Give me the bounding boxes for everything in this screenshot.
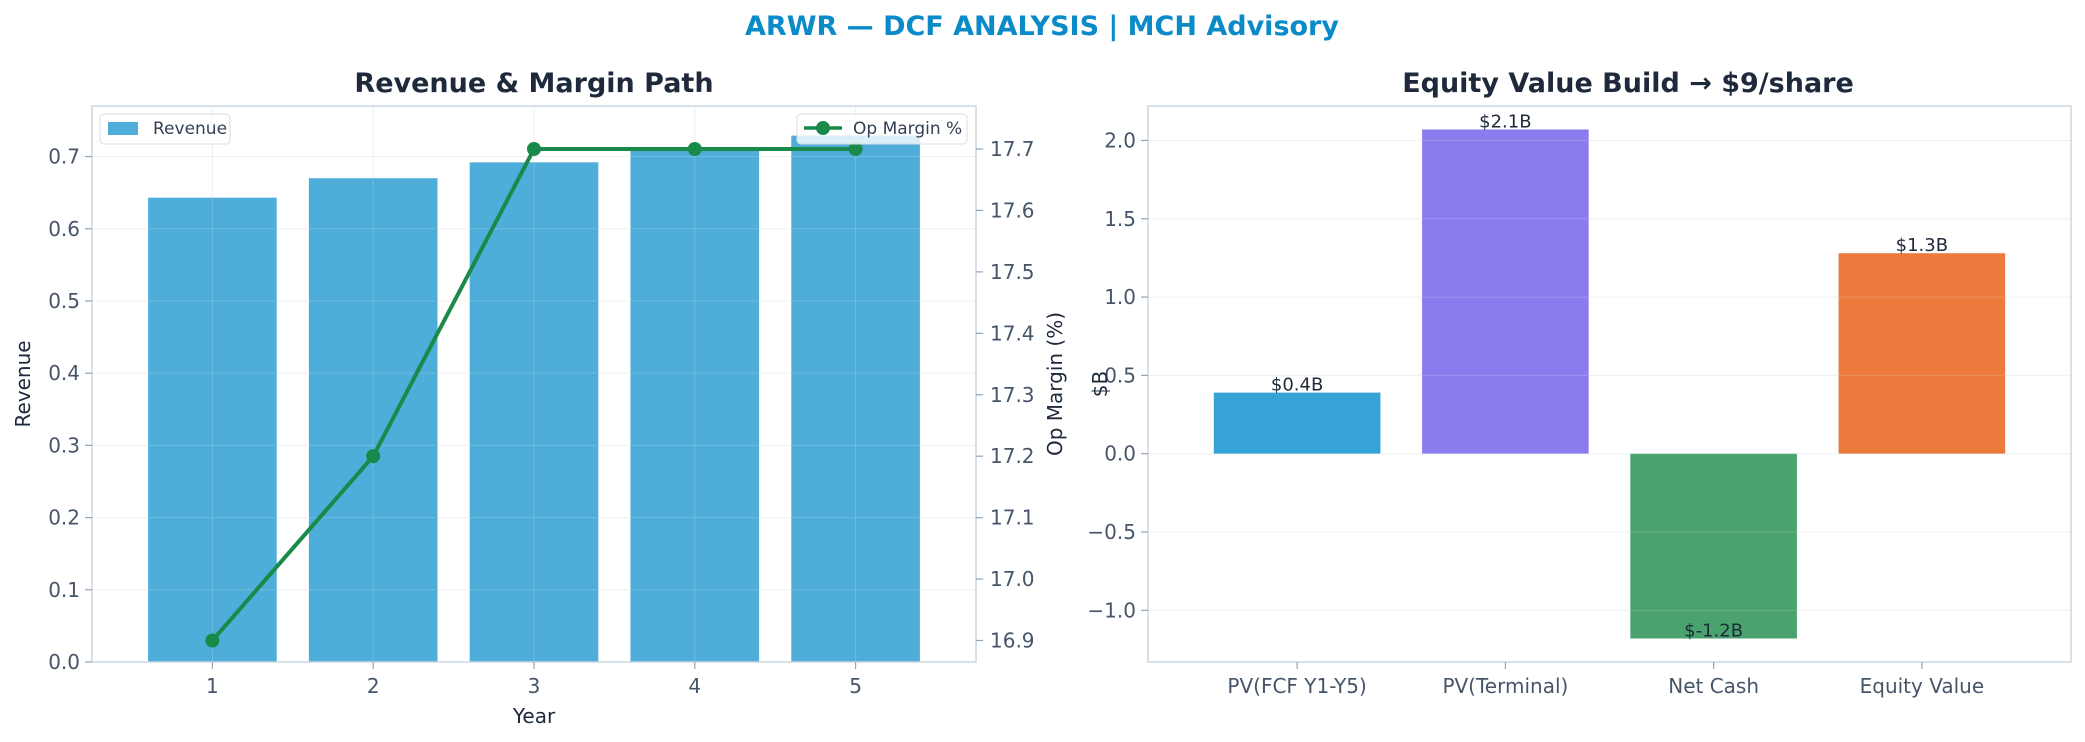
revenue-bar — [308, 178, 438, 662]
revenue-margin-chart-title: Revenue & Margin Path — [354, 68, 713, 99]
legend-revenue-label: Revenue — [153, 119, 227, 139]
y2-tick-label: 17.2 — [990, 444, 1035, 468]
revenue-bar — [791, 135, 920, 662]
y-tick-label: 0.4 — [48, 361, 80, 385]
equity-bar — [1838, 253, 2006, 454]
revenue-bar — [148, 197, 277, 662]
y2-tick-label: 17.6 — [990, 198, 1035, 222]
equity-bar — [1630, 453, 1797, 639]
x-tick-label: 3 — [528, 674, 541, 698]
y-tick-label: 0.2 — [48, 506, 80, 530]
y-tick-label: 0.6 — [48, 217, 80, 241]
legend-op-margin-marker — [816, 121, 830, 135]
op-margin-point — [205, 633, 220, 648]
equity-bar-label: $2.1B — [1479, 111, 1531, 132]
equity-bar-label: $1.3B — [1896, 235, 1948, 256]
y-tick-label: −0.5 — [1087, 520, 1136, 544]
equity-y-axis-label: $B — [1088, 371, 1112, 397]
legend-revenue-swatch — [108, 122, 138, 135]
revenue-bar — [630, 147, 760, 663]
revenue-y-axis-label: Revenue — [11, 340, 35, 427]
y-tick-label: 0.0 — [1104, 442, 1136, 466]
x-tick-label: Net Cash — [1668, 674, 1759, 698]
op-margin-y-axis-label: Op Margin (%) — [1043, 312, 1067, 456]
y2-tick-label: 17.3 — [990, 383, 1035, 407]
legend-op-margin-label: Op Margin % — [853, 119, 962, 139]
revenue-margin-x-axis-label: Year — [512, 704, 556, 728]
equity-bar-label: $-1.2B — [1684, 621, 1743, 642]
x-tick-label: 1 — [206, 674, 219, 698]
y-tick-label: 1.5 — [1104, 207, 1136, 231]
op-margin-point — [687, 142, 702, 157]
op-margin-point — [366, 449, 381, 464]
figure-title: ARWR — DCF ANALYSIS | MCH Advisory — [745, 11, 1339, 42]
op-margin-point — [848, 142, 863, 157]
y-tick-label: 0.5 — [48, 289, 80, 313]
y-tick-label: 0.1 — [48, 578, 80, 602]
x-tick-label: Equity Value — [1860, 674, 1985, 698]
x-tick-label: PV(Terminal) — [1442, 674, 1568, 698]
legend-revenue: Revenue — [99, 113, 231, 145]
revenue-margin-chart: Revenue & Margin Path 0.0 0.1 0.2 0.3 0.4 0.5… — [11, 68, 1067, 728]
y-tick-label: 0.5 — [1104, 363, 1136, 387]
equity-value-chart-title: Equity Value Build → $9/share — [1402, 68, 1854, 99]
y2-tick-label: 17.5 — [990, 260, 1035, 284]
op-margin-point — [527, 142, 541, 157]
y-tick-label: −1.0 — [1087, 598, 1136, 622]
equity-bar — [1422, 129, 1589, 454]
axes-frame — [1147, 105, 2072, 663]
x-tick-label: 2 — [367, 674, 380, 698]
equity-value-build-chart: Equity Value Build → $9/share $0.4B $2.1B… — [1087, 68, 2072, 698]
y2-tick-label: 17.7 — [990, 137, 1035, 161]
legend-op-margin: Op Margin % — [796, 113, 968, 145]
x-tick-label: PV(FCF Y1-Y5) — [1227, 674, 1366, 698]
y2-tick-label: 17.0 — [990, 567, 1035, 591]
y-tick-label: 0.3 — [48, 433, 80, 457]
y2-tick-label: 17.4 — [990, 321, 1035, 345]
x-tick-label: 5 — [849, 674, 862, 698]
y2-tick-label: 17.1 — [990, 506, 1035, 530]
revenue-bar — [469, 162, 599, 662]
equity-bar — [1213, 392, 1381, 454]
y-tick-label: 2.0 — [1104, 128, 1136, 152]
y-tick-label: 0.0 — [48, 650, 80, 674]
equity-bar-label: $0.4B — [1271, 375, 1323, 396]
x-tick-label: 4 — [688, 674, 701, 698]
y2-tick-label: 16.9 — [990, 628, 1035, 652]
y-tick-label: 0.7 — [48, 145, 80, 169]
y-tick-label: 1.0 — [1104, 285, 1136, 309]
